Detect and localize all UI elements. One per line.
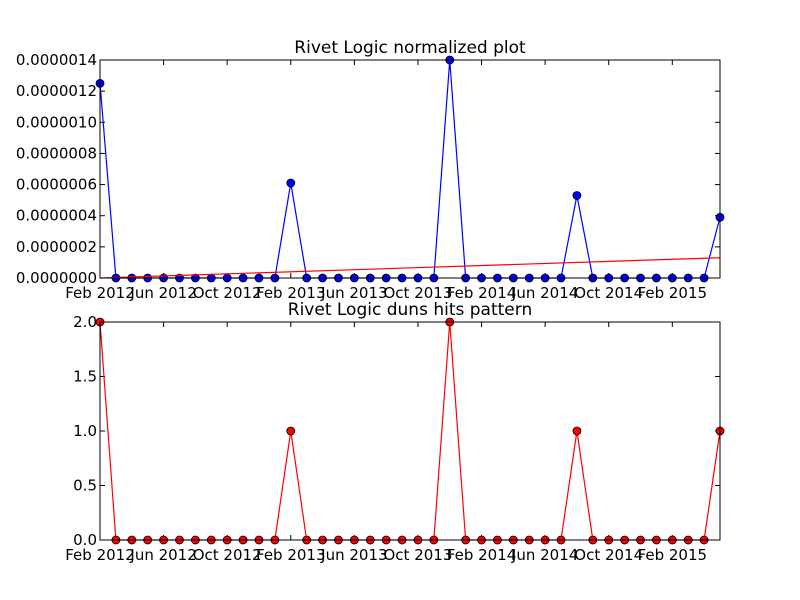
chart-2-x-tick-label: Feb 2014 bbox=[447, 546, 517, 564]
chart-1-x-tick-label: Jun 2013 bbox=[320, 284, 387, 302]
chart-1-y-tick-label: 0.0000002 bbox=[16, 238, 97, 256]
chart-1-title: Rivet Logic normalized plot bbox=[294, 38, 526, 58]
chart-1-trend-line bbox=[99, 257, 721, 279]
chart-2-x-tick-label: Oct 2013 bbox=[384, 546, 453, 564]
chart-1-x-tick-label: Feb 2015 bbox=[638, 284, 708, 302]
chart-2-x-tick-label: Oct 2012 bbox=[193, 546, 262, 564]
chart-1-x-tick-label: Feb 2014 bbox=[447, 284, 517, 302]
chart-2-y-tick-label: 2.0 bbox=[73, 313, 97, 331]
chart-2-axes-frame bbox=[99, 321, 721, 541]
chart-2-x-tick-label: Feb 2015 bbox=[638, 546, 708, 564]
chart-1-y-tick-label: 0.0000004 bbox=[16, 207, 97, 225]
chart-2-y-tick-label: 0.0 bbox=[73, 531, 97, 549]
chart-2-y-tick-label: 0.5 bbox=[73, 477, 97, 495]
chart-2-data-point bbox=[572, 426, 582, 436]
chart-2-x-tick-label: Jun 2012 bbox=[129, 546, 196, 564]
chart-1-data-point bbox=[286, 178, 296, 188]
chart-2-series-line bbox=[99, 321, 721, 541]
chart-2-y-tick-label: 1.5 bbox=[73, 368, 97, 386]
chart-1-y-tick-label: 0.0000008 bbox=[16, 144, 97, 162]
chart-2-x-tick-label: Feb 2013 bbox=[256, 546, 326, 564]
chart-2-title: Rivet Logic duns hits pattern bbox=[288, 300, 532, 320]
chart-1-axes-frame bbox=[99, 59, 721, 279]
chart-1-x-tick-label: Jun 2012 bbox=[129, 284, 196, 302]
chart-1-plot-area: 0.0000000 0.0000002 0.0000004 0.0000006 0.00… bbox=[16, 51, 725, 302]
chart-1-y-tick-label: 0.0000010 bbox=[16, 113, 97, 131]
chart-2-data-point bbox=[286, 426, 296, 436]
chart-1-x-tick-label: Jun 2014 bbox=[511, 284, 578, 302]
chart-2-x-tick-label: Feb 2012 bbox=[65, 546, 135, 564]
chart-1-series-line bbox=[99, 59, 721, 279]
chart-2-x-tick-label: Jun 2014 bbox=[511, 546, 578, 564]
chart-2-x-tick-label: Jun 2013 bbox=[320, 546, 387, 564]
chart-1-y-tick-label: 0.0000000 bbox=[16, 269, 97, 287]
chart-1-x-tick-label: Oct 2013 bbox=[384, 284, 453, 302]
chart-2-y-tick-label: 1.0 bbox=[73, 422, 97, 440]
chart-1: Rivet Logic normalized plot 0.00000000.0… bbox=[16, 38, 725, 302]
chart-2-x-tick-label: Oct 2014 bbox=[574, 546, 643, 564]
chart-1-y-tick-label: 0.0000012 bbox=[16, 82, 97, 100]
chart-1-data-point bbox=[572, 191, 582, 200]
chart-1-x-tick-label: Oct 2014 bbox=[574, 284, 643, 302]
chart-2: Rivet Logic duns hits pattern 0.0 0.5 1.0 1… bbox=[65, 300, 725, 564]
chart-1-x-tick-label: Feb 2013 bbox=[256, 284, 326, 302]
chart-1-y-tick-label: 0.0000006 bbox=[16, 176, 97, 194]
chart-1-y-tick-label: 0.0000014 bbox=[16, 51, 97, 69]
chart-1-x-tick-label: Feb 2012 bbox=[65, 284, 135, 302]
chart-1-x-tick-label: Oct 2012 bbox=[193, 284, 262, 302]
